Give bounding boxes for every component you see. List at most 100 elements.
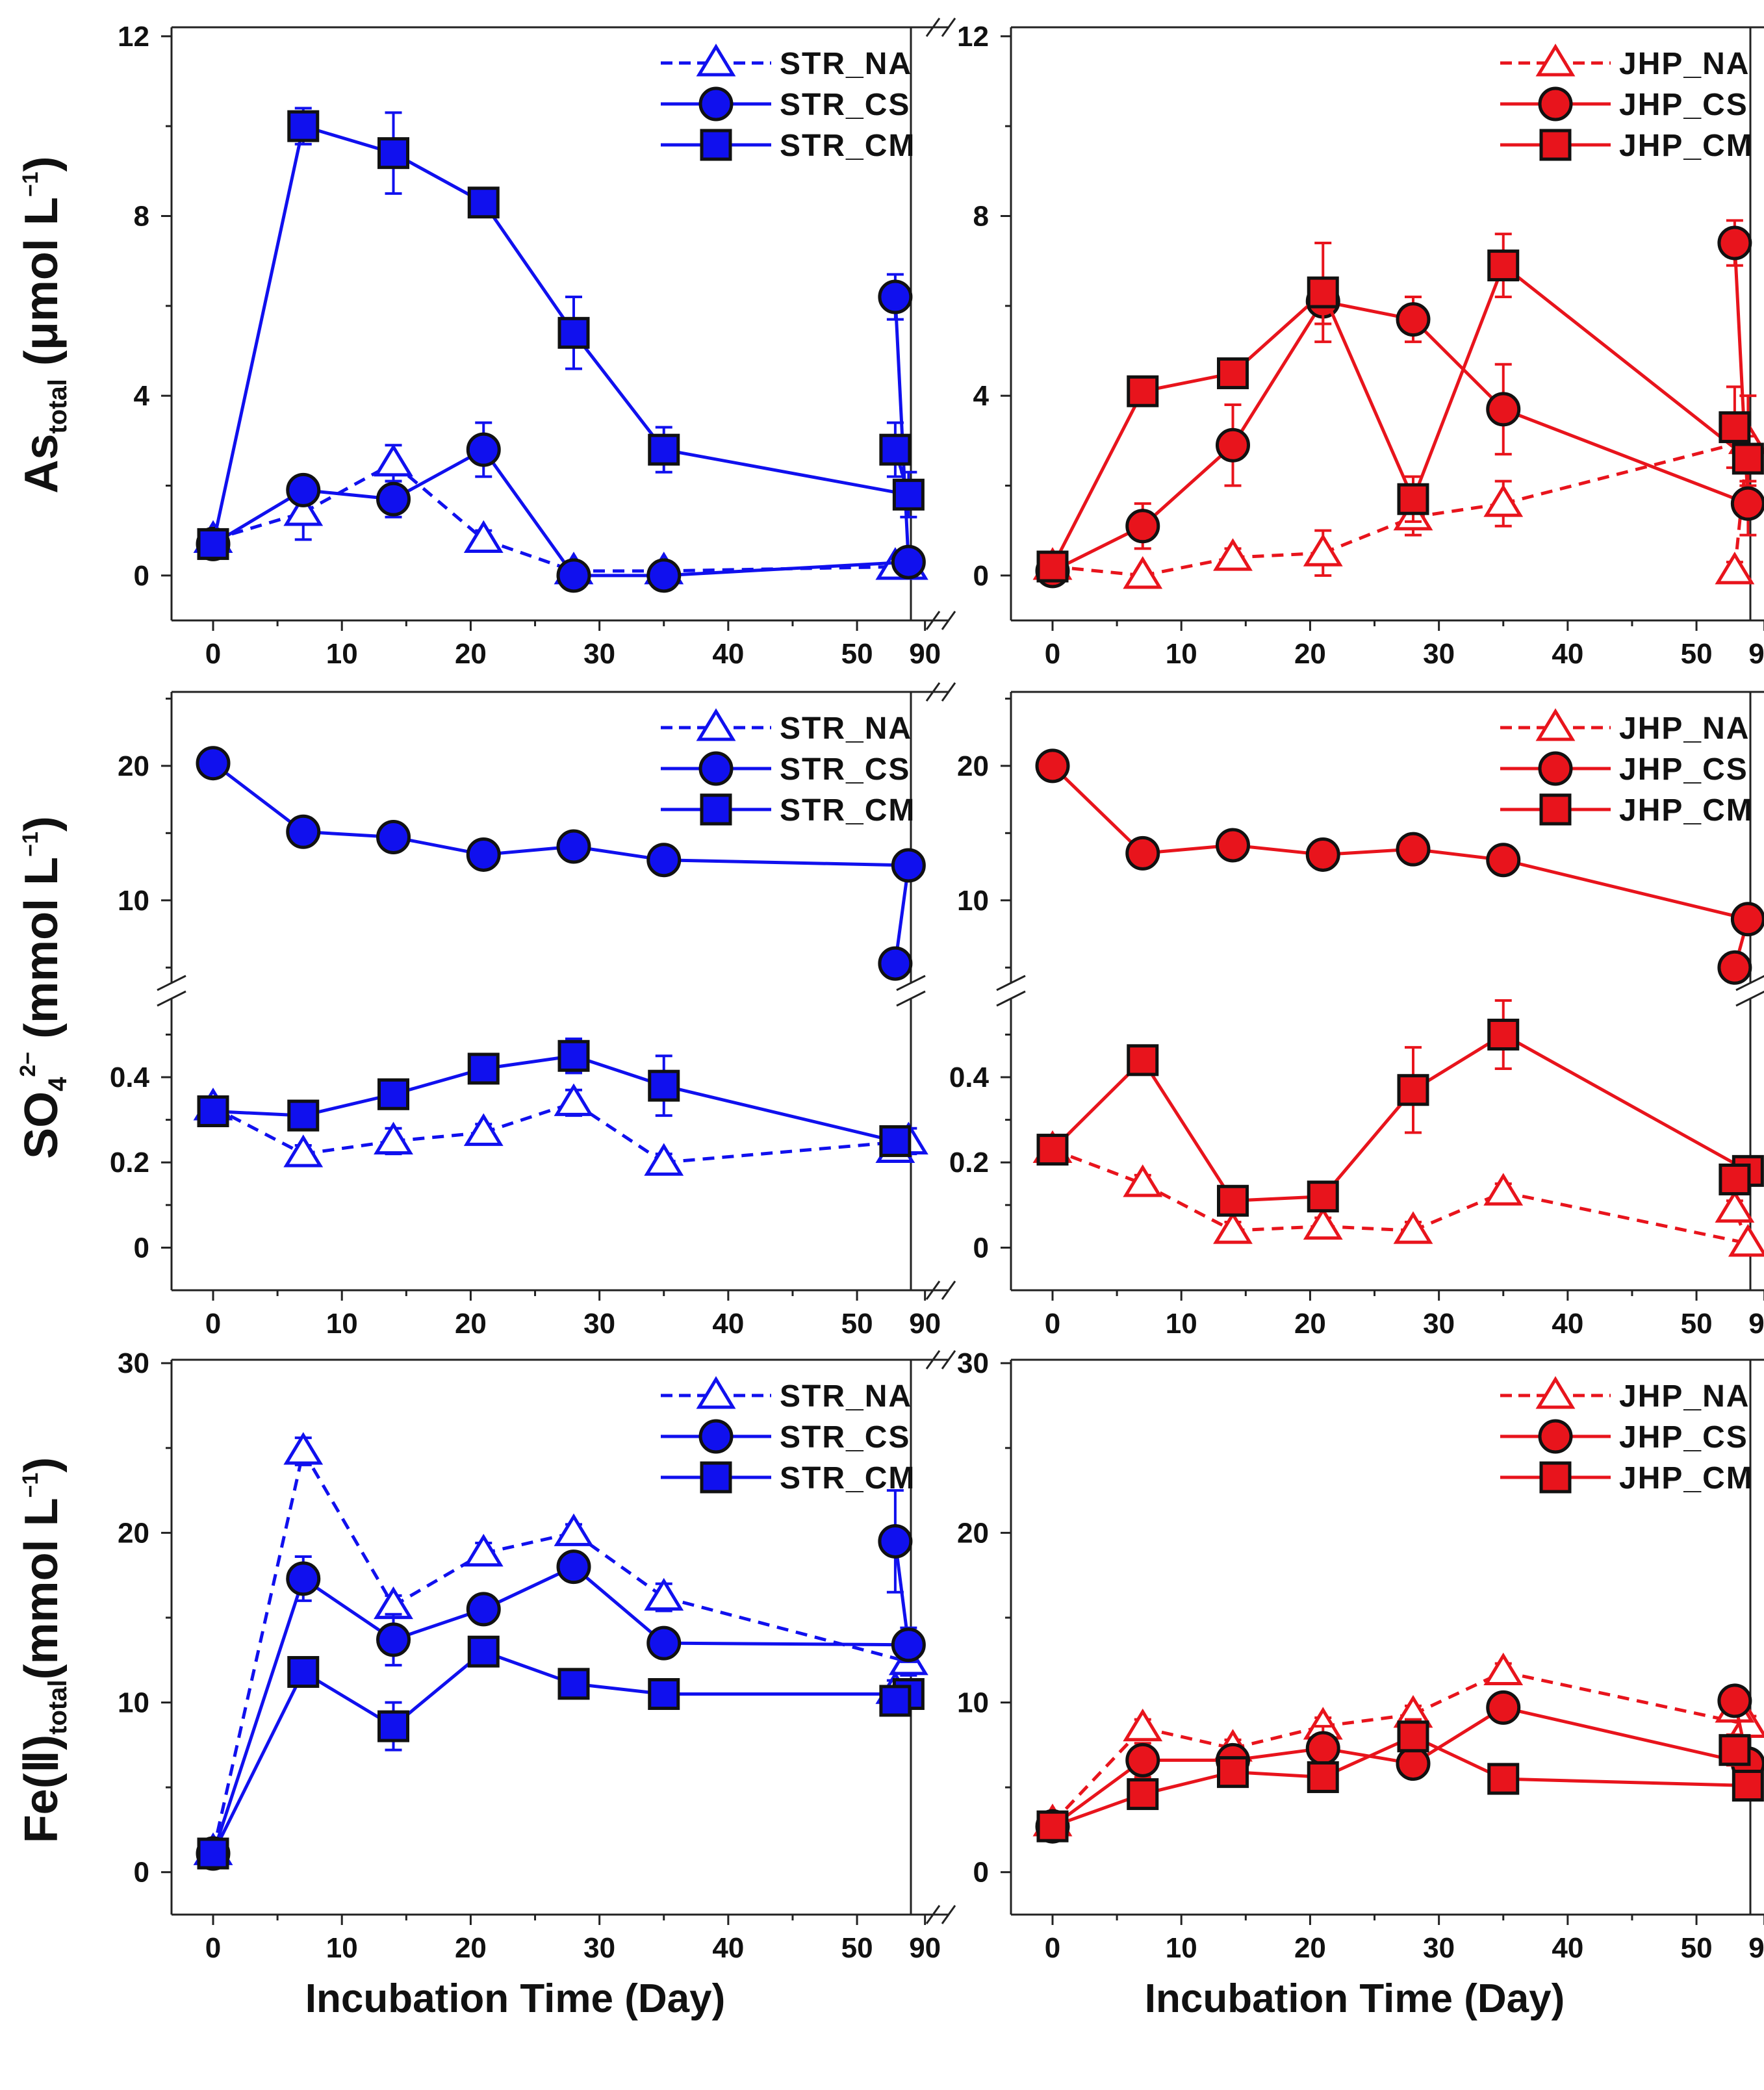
data-point xyxy=(374,444,413,477)
series-line-segment xyxy=(663,858,909,867)
data-point xyxy=(1396,302,1431,337)
y-tick-label: 0 xyxy=(134,1232,149,1264)
series-line-segment xyxy=(1503,439,1748,505)
x-tick-label: 10 xyxy=(326,1932,358,1964)
series-line-segment xyxy=(211,1451,305,1852)
x-tick-label: 50 xyxy=(841,1308,873,1340)
x-tick-label: 30 xyxy=(1423,638,1455,670)
data-point xyxy=(1036,1134,1069,1166)
data-point xyxy=(1717,225,1752,261)
y-tick-label: 30 xyxy=(957,1347,989,1379)
y-tick-label: 4 xyxy=(134,380,150,412)
y-tick-label: 0 xyxy=(134,560,149,592)
series-line-segment xyxy=(483,538,574,573)
x-break-mark xyxy=(925,1905,941,1924)
x-tick-label: 10 xyxy=(1166,1932,1197,1964)
series-line-segment xyxy=(1052,565,1143,578)
x-tick-label: 30 xyxy=(583,1932,615,1964)
legend-marker xyxy=(1535,44,1576,77)
series-line-segment xyxy=(1502,407,1749,505)
legend-marker xyxy=(698,751,734,786)
x-break-mark xyxy=(925,18,941,37)
x-tick-label: 10 xyxy=(326,638,358,670)
data-point xyxy=(1036,1810,1069,1842)
data-point xyxy=(1217,1184,1249,1217)
y-axis-title-part: −1 xyxy=(18,832,43,857)
series-line-segment xyxy=(211,1578,305,1854)
data-point xyxy=(891,848,926,883)
data-point xyxy=(377,137,409,170)
data-point xyxy=(376,1622,411,1657)
series-line-segment xyxy=(1503,1190,1748,1245)
data-point xyxy=(376,820,411,855)
data-point xyxy=(1217,1756,1249,1789)
series-line-segment xyxy=(212,511,304,541)
legend-marker xyxy=(700,793,732,826)
x-tick-label: 10 xyxy=(1166,638,1197,670)
x-break-mark xyxy=(941,1905,956,1924)
data-point xyxy=(1307,1180,1339,1213)
x-tick-label: 90 xyxy=(909,638,941,670)
data-point xyxy=(556,558,591,593)
x-tick-label: 50 xyxy=(1681,1932,1713,1964)
x-tick-label: 0 xyxy=(1045,1308,1060,1340)
y-tick-label: 0.4 xyxy=(949,1062,990,1093)
y-tick-label: 10 xyxy=(118,885,149,917)
chart-panel-middle-left: 0 10 20 30 40 50 90 10 20 0 0.2 0.4 STR_NA STR_CS STR_… xyxy=(110,682,956,1340)
x-tick-label: 20 xyxy=(1294,638,1326,670)
data-point xyxy=(287,1099,320,1132)
legend-label: JHP_CS xyxy=(1619,88,1748,122)
series-line-segment xyxy=(482,448,576,577)
data-point xyxy=(467,1635,500,1668)
legend-label: STR_CS xyxy=(780,752,910,787)
y-tick-label: 8 xyxy=(973,201,989,233)
data-point xyxy=(878,279,913,314)
x-tick-label: 50 xyxy=(1681,1308,1713,1340)
y-tick-label: 20 xyxy=(957,750,989,782)
series-line-segment xyxy=(1412,318,1505,411)
data-point xyxy=(1483,484,1524,517)
data-point xyxy=(556,829,591,864)
y-tick-label: 12 xyxy=(118,21,149,53)
data-point xyxy=(648,433,680,466)
y-tick-label: 10 xyxy=(957,1687,989,1719)
data-point xyxy=(1728,1224,1764,1257)
data-point xyxy=(286,472,321,507)
series-line-segment xyxy=(1411,264,1505,500)
y-tick-label: 8 xyxy=(134,201,149,233)
data-point xyxy=(557,1668,590,1700)
data-point xyxy=(286,814,321,849)
data-point xyxy=(1732,1770,1764,1802)
y-axis-title: SO4 2− (mmol L−1) xyxy=(16,816,72,1159)
data-point xyxy=(376,481,411,516)
y-break-mark xyxy=(157,990,186,1007)
data-point xyxy=(287,1656,320,1689)
legend-label: STR_NA xyxy=(780,1379,912,1414)
y-axis-title-part: ) xyxy=(16,1457,68,1473)
x-break-mark xyxy=(925,682,941,702)
data-point xyxy=(879,1685,912,1717)
data-point xyxy=(283,1134,324,1167)
legend-label: STR_CM xyxy=(780,129,915,163)
data-point xyxy=(1397,1074,1429,1106)
series-line-segment xyxy=(1051,390,1144,568)
legend-marker xyxy=(696,1376,736,1409)
y-axis-title-part: SO xyxy=(16,1091,68,1159)
legend-marker xyxy=(700,129,732,161)
y-axis-title-part: ) xyxy=(16,816,68,832)
y-tick-label: 4 xyxy=(973,380,990,412)
data-point xyxy=(466,1592,501,1627)
data-point xyxy=(1305,1731,1340,1766)
data-point xyxy=(1303,533,1343,567)
legend-marker xyxy=(1539,793,1572,826)
legend-marker xyxy=(1538,86,1573,121)
y-tick-label: 20 xyxy=(118,750,149,782)
data-point xyxy=(1719,1734,1751,1766)
data-point xyxy=(1486,392,1521,427)
series-line-segment xyxy=(211,1671,305,1855)
data-point xyxy=(1303,1206,1343,1240)
legend-label: STR_CM xyxy=(780,793,915,828)
y-axis-title-part: total xyxy=(44,379,72,433)
legend-label: JHP_NA xyxy=(1619,1379,1750,1414)
data-point xyxy=(463,1533,504,1567)
